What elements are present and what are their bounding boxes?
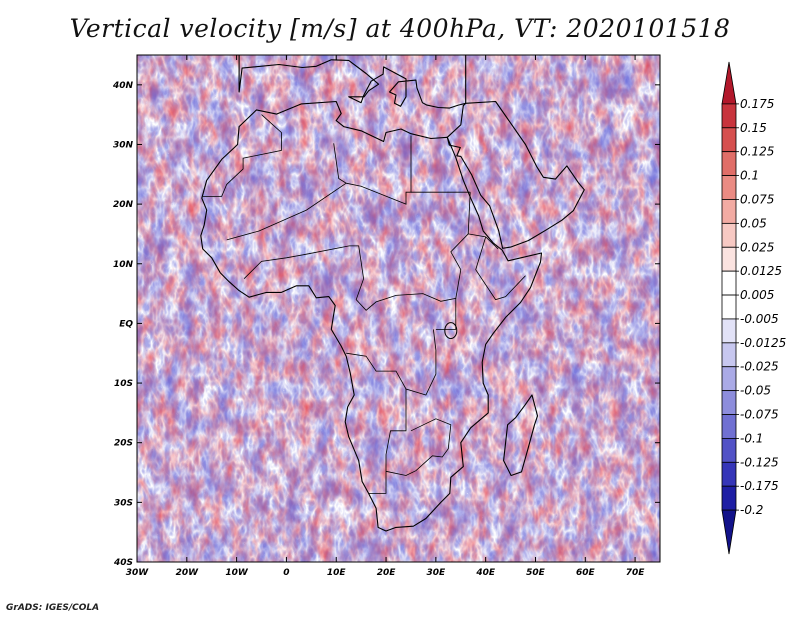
country-border xyxy=(333,135,412,205)
colorbar-label: -0.1 xyxy=(740,431,763,445)
colorbar-swatch xyxy=(721,199,737,224)
lon-label: 20W xyxy=(176,568,200,578)
colorbar-label: 0.175 xyxy=(740,97,774,111)
madagascar-coastline xyxy=(503,394,539,477)
lon-label: 20E xyxy=(377,568,397,578)
colorbar-swatch xyxy=(721,438,737,463)
lat-label: 20S xyxy=(114,439,133,449)
lat-label: 10S xyxy=(114,379,133,389)
colorbar-swatch xyxy=(721,294,737,320)
colorbar-label: 0.005 xyxy=(740,288,774,302)
colorbar-swatch xyxy=(721,222,737,248)
lat-label: EQ xyxy=(119,319,133,329)
europe-coastline xyxy=(238,55,467,109)
colorbar-label: 0.125 xyxy=(740,145,774,159)
colorbar-swatch xyxy=(721,366,737,392)
colorbar-top-arrow xyxy=(721,61,737,105)
country-border xyxy=(385,418,452,476)
colorbar-bottom-arrow xyxy=(721,509,737,555)
lon-label: 50E xyxy=(526,568,546,578)
lon-label: 30E xyxy=(427,568,447,578)
plot-frame xyxy=(136,54,661,563)
colorbar-label: -0.175 xyxy=(740,479,779,493)
lat-label: 40N xyxy=(112,81,134,91)
colorbar-label: 0.05 xyxy=(740,216,767,230)
country-border xyxy=(450,192,471,299)
africa-coastline xyxy=(200,100,543,532)
map-title: Vertical velocity [m/s] at 400hPa, VT: 2… xyxy=(69,14,731,43)
colorbar-label: 0.075 xyxy=(740,192,774,206)
country-border xyxy=(368,389,407,494)
colorbar-label: -0.025 xyxy=(740,360,779,374)
grads-credit: GrADS: IGES/COLA xyxy=(6,603,100,613)
country-border xyxy=(475,236,526,301)
colorbar-label: -0.0125 xyxy=(740,336,786,350)
lon-label: 10E xyxy=(327,568,347,578)
lon-label: 30W xyxy=(126,568,150,578)
colorbar-swatch xyxy=(721,270,737,296)
arabia-coastline xyxy=(446,100,585,249)
colorbar-label: -0.05 xyxy=(740,384,771,398)
colorbar-swatch xyxy=(721,103,737,129)
colorbar-swatch xyxy=(721,342,737,368)
lake-victoria-outline xyxy=(444,322,458,340)
colorbar-label: -0.2 xyxy=(740,503,763,517)
lon-label: 60E xyxy=(576,568,596,578)
colorbar-swatch xyxy=(721,390,737,415)
colorbar-label: 0.025 xyxy=(740,240,774,254)
lat-label: 30S xyxy=(114,498,133,508)
lat-label: 40S xyxy=(113,558,133,568)
colorbar-label: 0.15 xyxy=(740,121,767,135)
colorbar: 0.175 0.15 0.125 0.1 0.075 0.05 0.025 0.0125 0.0… xyxy=(721,61,786,555)
lon-label: 40E xyxy=(475,568,496,578)
field-blue-cells xyxy=(137,55,660,562)
velocity-field xyxy=(137,55,660,562)
country-border xyxy=(202,114,282,197)
colorbar-swatch xyxy=(721,127,737,153)
colorbar-label: 0.0125 xyxy=(740,264,782,278)
colorbar-swatch xyxy=(721,485,737,511)
colorbar-swatch xyxy=(721,246,737,272)
country-border xyxy=(243,245,457,330)
lon-label: 70E xyxy=(626,568,646,578)
lat-label: 30N xyxy=(113,140,134,150)
coastline xyxy=(200,55,585,532)
colorbar-label: -0.125 xyxy=(740,455,779,469)
colorbar-swatch xyxy=(721,414,737,439)
colorbar-swatch xyxy=(721,318,737,344)
lon-label: 0 xyxy=(283,568,289,578)
colorbar-label: -0.075 xyxy=(740,408,779,422)
colorbar-swatch xyxy=(721,151,737,176)
colorbar-label: -0.005 xyxy=(740,312,779,326)
colorbar-swatch xyxy=(721,175,737,200)
colorbar-label: 0.1 xyxy=(740,169,759,183)
lon-label: 10W xyxy=(225,568,249,578)
colorbar-swatch xyxy=(721,461,737,487)
lat-label: 10N xyxy=(113,260,134,270)
lat-label: 20N xyxy=(113,200,134,210)
country-border xyxy=(226,182,347,241)
